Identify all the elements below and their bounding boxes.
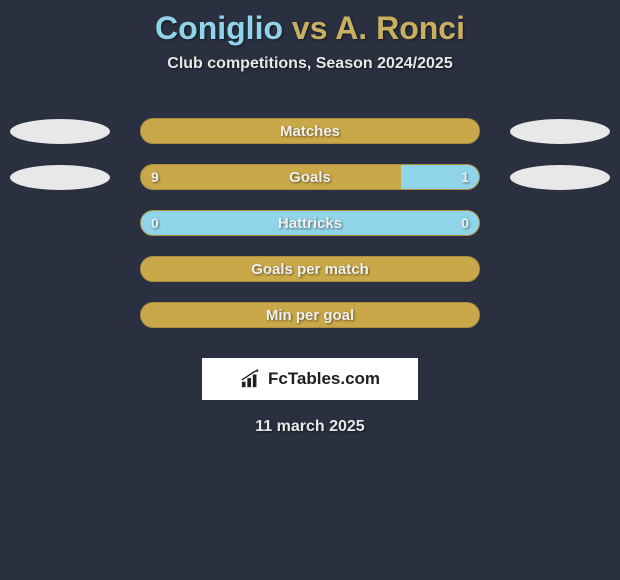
stat-bar-goals-per-match: Goals per match: [140, 256, 480, 282]
stat-bar-matches: Matches: [140, 118, 480, 144]
stat-value-right: 0: [461, 215, 469, 231]
player2-avatar-placeholder: [510, 165, 610, 190]
player2-name: A. Ronci: [335, 10, 465, 46]
stat-label: Min per goal: [141, 307, 479, 324]
stat-label: Hattricks: [141, 215, 479, 232]
competition-subtitle: Club competitions, Season 2024/2025: [0, 55, 620, 73]
bar-chart-icon: [240, 369, 262, 389]
stat-bar-min-per-goal: Min per goal: [140, 302, 480, 328]
stat-bar-goals: 9 Goals 1: [140, 164, 480, 190]
stat-row-matches: Matches: [0, 113, 620, 159]
logo-text: FcTables.com: [268, 369, 380, 389]
player1-avatar-placeholder: [10, 119, 110, 144]
stat-value-right: 1: [461, 169, 469, 185]
stat-row-goals-per-match: Goals per match: [0, 251, 620, 297]
stat-label: Matches: [141, 123, 479, 140]
stat-label: Goals: [141, 169, 479, 186]
date-label: 11 march 2025: [0, 418, 620, 436]
player2-avatar-placeholder: [510, 119, 610, 144]
fctables-logo[interactable]: FcTables.com: [202, 358, 418, 400]
stats-container: Matches 9 Goals 1 0 Hattricks 0 Goals pe…: [0, 113, 620, 343]
stat-bar-hattricks: 0 Hattricks 0: [140, 210, 480, 236]
vs-separator: vs: [292, 10, 328, 46]
stat-row-hattricks: 0 Hattricks 0: [0, 205, 620, 251]
comparison-title: Coniglio vs A. Ronci: [0, 0, 620, 47]
stat-label: Goals per match: [141, 261, 479, 278]
stat-row-goals: 9 Goals 1: [0, 159, 620, 205]
stat-row-min-per-goal: Min per goal: [0, 297, 620, 343]
player1-name: Coniglio: [155, 10, 283, 46]
player1-avatar-placeholder: [10, 165, 110, 190]
